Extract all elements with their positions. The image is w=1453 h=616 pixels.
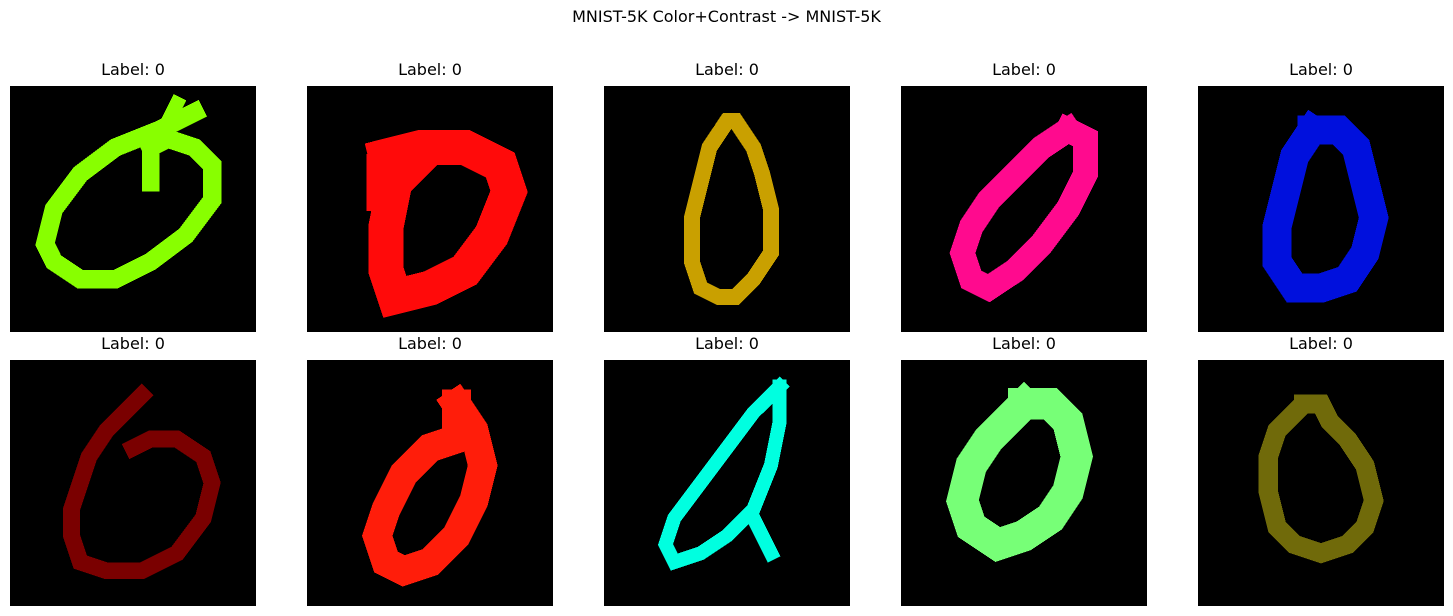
sample-label: Label: 0 [101, 334, 165, 353]
sample-panel-6: Label: 0 [10, 334, 256, 606]
sample-panel-9: Label: 0 [901, 334, 1147, 606]
figure-title: MNIST-5K Color+Contrast -> MNIST-5K [572, 7, 881, 26]
sample-panel-1: Label: 0 [10, 60, 256, 332]
sample-panel-4: Label: 0 [901, 60, 1147, 332]
digit-image [901, 360, 1147, 606]
sample-label: Label: 0 [398, 334, 462, 353]
sample-panel-2: Label: 0 [307, 60, 553, 332]
digit-image [307, 86, 553, 332]
sample-label: Label: 0 [101, 60, 165, 79]
sample-label: Label: 0 [992, 60, 1056, 79]
sample-label: Label: 0 [695, 334, 759, 353]
sample-panel-5: Label: 0 [1198, 60, 1444, 332]
digit-image [1198, 360, 1444, 606]
sample-label: Label: 0 [1289, 60, 1353, 79]
digit-image [10, 86, 256, 332]
sample-panel-10: Label: 0 [1198, 334, 1444, 606]
digit-image [901, 86, 1147, 332]
sample-panel-7: Label: 0 [307, 334, 553, 606]
digit-image [604, 86, 850, 332]
digit-image [604, 360, 850, 606]
sample-label: Label: 0 [992, 334, 1056, 353]
sample-label: Label: 0 [398, 60, 462, 79]
sample-label: Label: 0 [695, 60, 759, 79]
sample-panel-3: Label: 0 [604, 60, 850, 332]
digit-image [1198, 86, 1444, 332]
digit-image [10, 360, 256, 606]
digit-image [307, 360, 553, 606]
sample-label: Label: 0 [1289, 334, 1353, 353]
sample-panel-8: Label: 0 [604, 334, 850, 606]
